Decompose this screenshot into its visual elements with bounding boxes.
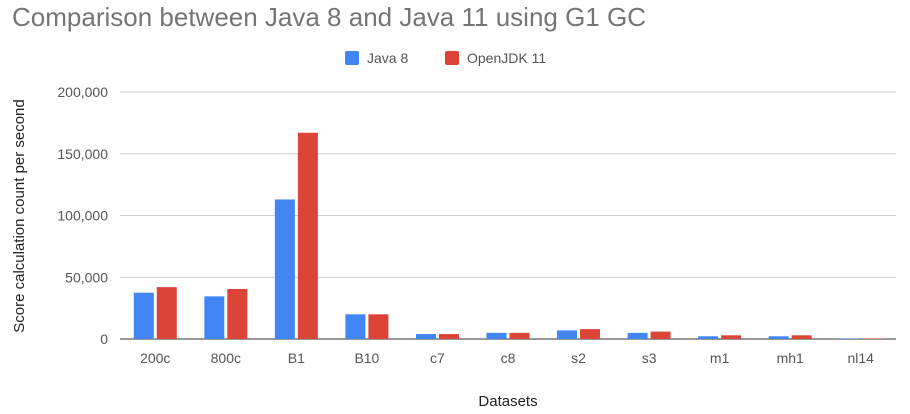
bar-openjdk-11-200c[interactable] (156, 287, 177, 339)
grid-layer (120, 91, 896, 340)
bars (133, 132, 883, 339)
bar-java-8-200c[interactable] (133, 292, 154, 339)
x-tick-label: B1 (288, 350, 305, 366)
chart-title: Comparison between Java 8 and Java 11 us… (12, 2, 646, 32)
x-axis-title: Datasets (478, 393, 537, 410)
y-tick-label: 150,000 (57, 146, 108, 162)
x-tick-label: nl14 (847, 350, 874, 366)
y-tick-label: 50,000 (65, 269, 108, 285)
legend-swatch-openjdk-11 (445, 51, 459, 65)
y-tick-labels: 0 50,000 100,000 150,000 200,000 (57, 84, 108, 347)
bar-java-8-s3[interactable] (627, 332, 648, 339)
bar-openjdk-11-s3[interactable] (650, 331, 671, 339)
bar-java-8-mh1[interactable] (768, 336, 789, 339)
x-tick-label: mh1 (777, 350, 804, 366)
x-tick-label: s3 (642, 350, 657, 366)
x-tick-labels: 200c 800c B1 B10 c7 c8 s2 s3 m1 mh1 nl14 (140, 350, 874, 366)
legend-item-java-8[interactable]: Java 8 (345, 44, 408, 72)
y-tick-label: 200,000 (57, 84, 108, 100)
x-tick-label: 200c (140, 350, 170, 366)
x-tick-label: B10 (354, 350, 379, 366)
bar-openjdk-11-c8[interactable] (509, 332, 530, 339)
x-tick-label: 800c (211, 350, 241, 366)
legend-item-openjdk-11[interactable]: OpenJDK 11 (445, 44, 546, 72)
bar-java-8-c7[interactable] (415, 334, 436, 339)
legend-label-java-8: Java 8 (367, 50, 409, 66)
bar-java-8-s2[interactable] (557, 330, 578, 339)
x-tick-label: c8 (501, 350, 516, 366)
x-tick-label: s2 (571, 350, 586, 366)
bar-openjdk-11-b1[interactable] (297, 132, 318, 339)
bar-openjdk-11-nl14[interactable] (862, 338, 883, 339)
y-tick-label: 0 (100, 331, 108, 347)
bar-java-8-m1[interactable] (698, 336, 719, 339)
bar-java-8-b10[interactable] (345, 314, 366, 339)
legend-swatch-java-8 (345, 51, 359, 65)
bar-openjdk-11-mh1[interactable] (791, 335, 812, 339)
y-axis-title: Score calculation count per second (11, 99, 28, 332)
bar-openjdk-11-c7[interactable] (438, 334, 459, 339)
bar-java-8-b1[interactable] (274, 199, 295, 339)
bar-openjdk-11-m1[interactable] (721, 335, 742, 339)
bar-openjdk-11-b10[interactable] (368, 314, 389, 339)
legend-label-openjdk-11: OpenJDK 11 (467, 50, 547, 66)
bar-java-8-800c[interactable] (204, 296, 225, 339)
bar-java-8-nl14[interactable] (839, 338, 860, 339)
y-tick-label: 100,000 (57, 208, 108, 224)
x-tick-label: c7 (430, 350, 445, 366)
x-tick-label: m1 (710, 350, 730, 366)
bar-openjdk-11-s2[interactable] (580, 329, 601, 339)
bar-java-8-c8[interactable] (486, 332, 507, 339)
legend: Java 8 OpenJDK 11 (0, 44, 910, 72)
bar-openjdk-11-800c[interactable] (227, 288, 248, 339)
